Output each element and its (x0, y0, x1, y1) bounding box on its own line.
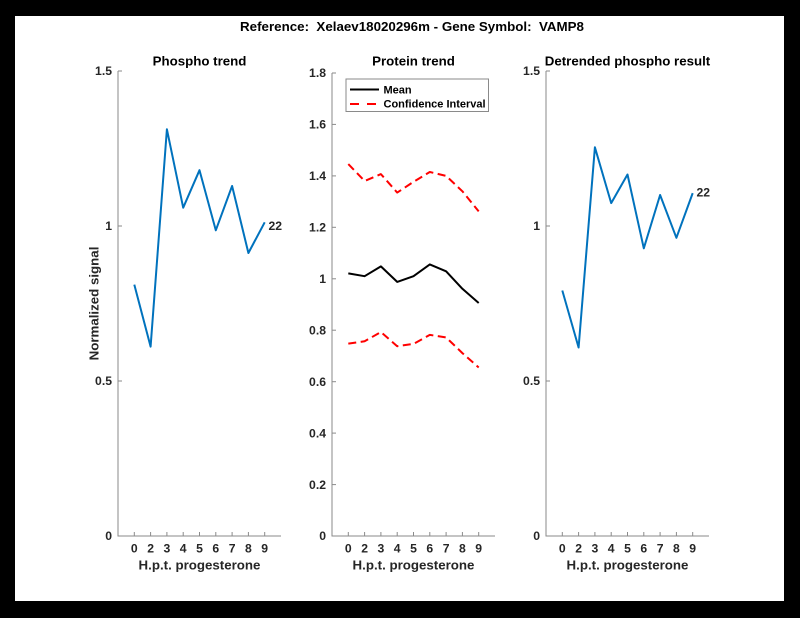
svg-text:8: 8 (673, 542, 680, 556)
svg-text:0.4: 0.4 (309, 426, 326, 440)
svg-text:4: 4 (608, 542, 615, 556)
svg-text:9: 9 (689, 542, 696, 556)
svg-text:1.5: 1.5 (95, 64, 112, 78)
svg-text:1.5: 1.5 (523, 64, 540, 78)
svg-text:2: 2 (575, 542, 582, 556)
svg-text:Normalized signal: Normalized signal (87, 247, 102, 361)
svg-text:0: 0 (131, 542, 138, 556)
svg-text:Confidence Interval: Confidence Interval (384, 99, 486, 111)
svg-text:3: 3 (592, 542, 599, 556)
svg-text:4: 4 (394, 542, 401, 556)
svg-text:0.2: 0.2 (309, 478, 326, 492)
svg-text:4: 4 (180, 542, 187, 556)
svg-text:Mean: Mean (384, 84, 412, 96)
svg-text:H.p.t. progesterone: H.p.t. progesterone (139, 557, 261, 572)
svg-text:5: 5 (196, 542, 203, 556)
svg-text:Protein trend: Protein trend (372, 53, 455, 68)
svg-text:8: 8 (459, 542, 466, 556)
svg-text:3: 3 (378, 542, 385, 556)
svg-text:2: 2 (361, 542, 368, 556)
svg-text:7: 7 (657, 542, 664, 556)
svg-text:7: 7 (443, 542, 450, 556)
svg-text:2: 2 (147, 542, 154, 556)
svg-text:1: 1 (533, 219, 540, 233)
svg-text:1.4: 1.4 (309, 169, 326, 183)
svg-text:0.8: 0.8 (309, 323, 326, 337)
svg-text:6: 6 (212, 542, 219, 556)
svg-text:5: 5 (410, 542, 417, 556)
svg-text:1.8: 1.8 (309, 66, 326, 80)
svg-text:1.2: 1.2 (309, 221, 326, 235)
svg-text:8: 8 (245, 542, 252, 556)
svg-text:H.p.t. progesterone: H.p.t. progesterone (567, 557, 689, 572)
svg-text:3: 3 (164, 542, 171, 556)
svg-text:1: 1 (105, 219, 112, 233)
svg-text:Detrended phospho result: Detrended phospho result (545, 53, 711, 68)
svg-text:5: 5 (624, 542, 631, 556)
svg-text:0: 0 (319, 529, 326, 543)
svg-text:6: 6 (426, 542, 433, 556)
svg-text:0.6: 0.6 (309, 375, 326, 389)
svg-text:Reference: Xelaev18020296m -: Reference: Xelaev18020296m - Gene Symbol… (240, 19, 584, 34)
svg-text:0: 0 (559, 542, 566, 556)
svg-text:Phospho trend: Phospho trend (153, 53, 247, 68)
svg-text:1.6: 1.6 (309, 118, 326, 132)
svg-text:0: 0 (533, 529, 540, 543)
svg-text:22: 22 (269, 219, 283, 233)
svg-text:0.5: 0.5 (523, 374, 540, 388)
svg-text:1: 1 (319, 272, 326, 286)
svg-text:9: 9 (475, 542, 482, 556)
svg-text:H.p.t. progesterone: H.p.t. progesterone (353, 557, 475, 572)
svg-text:0.5: 0.5 (95, 374, 112, 388)
svg-text:0: 0 (345, 542, 352, 556)
svg-text:9: 9 (261, 542, 268, 556)
svg-text:0: 0 (105, 529, 112, 543)
svg-text:6: 6 (640, 542, 647, 556)
svg-text:7: 7 (229, 542, 236, 556)
svg-text:22: 22 (697, 185, 711, 199)
